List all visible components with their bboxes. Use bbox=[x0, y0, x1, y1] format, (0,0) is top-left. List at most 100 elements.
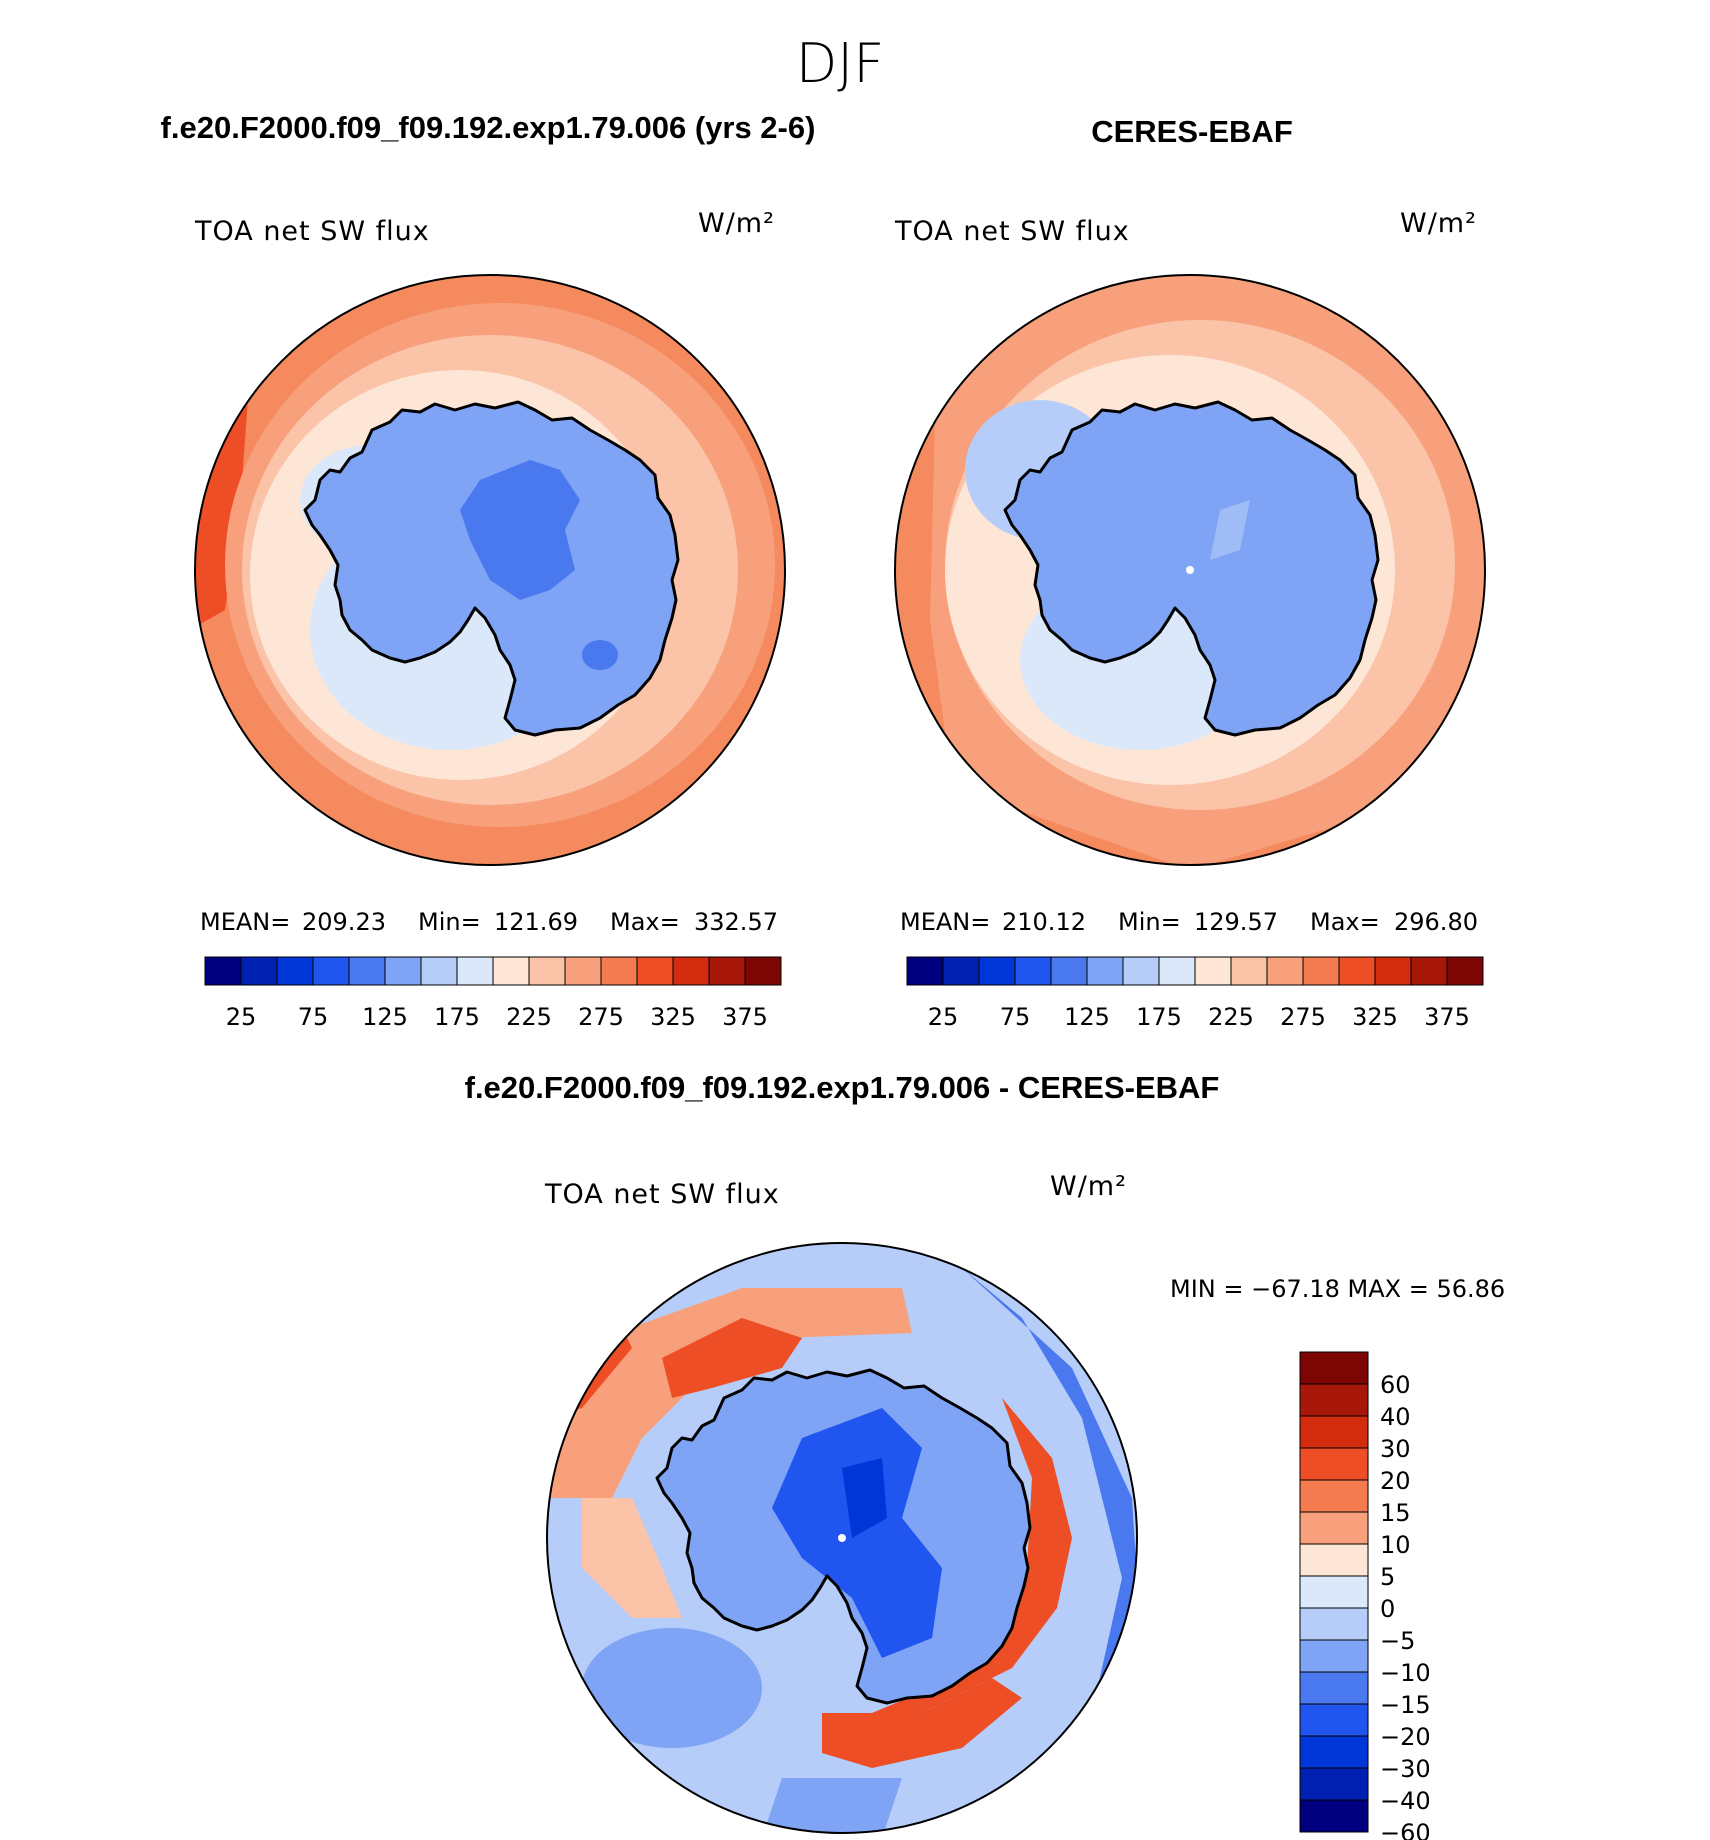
colorbar-model-swatch bbox=[276, 956, 314, 986]
panel-obs-min: 129.57 bbox=[1194, 908, 1278, 936]
colorbar-obs-swatch bbox=[1374, 956, 1412, 986]
colorbar-model-swatch bbox=[708, 956, 746, 986]
panel-obs-variable: TOA net SW flux bbox=[894, 216, 1130, 247]
colorbar-model-tick-label: 75 bbox=[298, 1003, 329, 1031]
panel-model-mean: 209.23 bbox=[302, 908, 386, 936]
colorbar-obs-swatch bbox=[1014, 956, 1052, 986]
panel-model-colorbar: 25 75 125 175 225 275 325 375 bbox=[204, 956, 782, 1031]
map-neg-east bbox=[962, 1268, 1137, 1758]
colorbar-diff-tick-label: 40 bbox=[1380, 1403, 1411, 1431]
colorbar-diff-tick-label: 5 bbox=[1380, 1563, 1395, 1591]
map-pole-dot bbox=[838, 1534, 846, 1542]
colorbar-diff-swatch bbox=[1299, 1671, 1369, 1705]
colorbar-diff-tick-label: −30 bbox=[1380, 1755, 1431, 1783]
colorbar-model-tick-label: 275 bbox=[578, 1003, 624, 1031]
colorbar-model-swatch bbox=[456, 956, 494, 986]
panel-diff-map bbox=[546, 1242, 1138, 1834]
panel-obs-min-label: Min= bbox=[1118, 908, 1181, 936]
colorbar-obs-swatch bbox=[1410, 956, 1448, 986]
panel-model-units: W/m² bbox=[698, 208, 775, 239]
colorbar-diff-swatch bbox=[1299, 1607, 1369, 1641]
panel-diff-colorbar: 60 40 30 20 15 10 5 0 −5 −10 −15 −20 −30 −40 −60 bbox=[1299, 1351, 1431, 1840]
colorbar-model-swatch bbox=[600, 956, 638, 986]
map-pos-core bbox=[662, 1318, 802, 1398]
panel-model-max-label: Max= bbox=[610, 908, 680, 936]
season-title: DJF bbox=[796, 32, 885, 95]
colorbar-obs-swatch bbox=[1194, 956, 1232, 986]
panel-obs-case-title: CERES-EBAF bbox=[1091, 114, 1293, 149]
panel-obs-colorbar: 25 75 125 175 225 275 325 375 bbox=[906, 956, 1484, 1031]
map-boundary bbox=[894, 274, 1486, 866]
colorbar-model-swatch bbox=[348, 956, 386, 986]
colorbar-diff-tick-label: −40 bbox=[1380, 1787, 1431, 1815]
panel-obs-stats: MEAN= 210.12 Min= 129.57 Max= 296.80 bbox=[900, 908, 1478, 936]
colorbar-model-tick-label: 375 bbox=[722, 1003, 768, 1031]
colorbar-diff-tick-label: −20 bbox=[1380, 1723, 1431, 1751]
colorbar-model-swatch bbox=[564, 956, 602, 986]
colorbar-obs-swatch bbox=[1302, 956, 1340, 986]
colorbar-model-tick-label: 175 bbox=[434, 1003, 480, 1031]
panel-obs: CERES-EBAF TOA net SW flux W/m² MEAN= 21… bbox=[894, 114, 1486, 1031]
panel-model-mean-label: MEAN= bbox=[200, 908, 290, 936]
map-pole-dot bbox=[1186, 566, 1194, 574]
map-pos-north bbox=[547, 1288, 912, 1498]
colorbar-model-swatch bbox=[672, 956, 710, 986]
panel-obs-map bbox=[894, 274, 1486, 866]
colorbar-model-swatch bbox=[312, 956, 350, 986]
panel-model-map bbox=[194, 274, 786, 866]
colorbar-obs-swatch bbox=[1230, 956, 1268, 986]
colorbar-model-swatch bbox=[492, 956, 530, 986]
colorbar-model-swatch bbox=[420, 956, 458, 986]
colorbar-model-swatch bbox=[384, 956, 422, 986]
map-neg-southwest bbox=[582, 1628, 762, 1748]
colorbar-diff-swatch bbox=[1299, 1511, 1369, 1545]
colorbar-diff-tick-label: 10 bbox=[1380, 1531, 1411, 1559]
colorbar-diff-tick-label: −10 bbox=[1380, 1659, 1431, 1687]
colorbar-obs-tick-label: 125 bbox=[1064, 1003, 1110, 1031]
colorbar-obs-swatch bbox=[1158, 956, 1196, 986]
colorbar-diff-swatch bbox=[1299, 1447, 1369, 1481]
colorbar-obs-swatch bbox=[978, 956, 1016, 986]
colorbar-diff-swatch bbox=[1299, 1415, 1369, 1449]
map-interior-low bbox=[460, 460, 580, 600]
colorbar-obs-tick-label: 375 bbox=[1424, 1003, 1470, 1031]
colorbar-model-tick-label: 225 bbox=[506, 1003, 552, 1031]
map-neg-southpole-edge bbox=[762, 1778, 902, 1833]
colorbar-obs-swatch bbox=[1050, 956, 1088, 986]
colorbar-obs-swatch bbox=[1446, 956, 1484, 986]
colorbar-diff-swatch bbox=[1299, 1799, 1369, 1833]
colorbar-model-swatch bbox=[240, 956, 278, 986]
map-neg-core bbox=[842, 1458, 887, 1538]
panel-model-stats: MEAN= 209.23 Min= 121.69 Max= 332.57 bbox=[200, 908, 778, 936]
map-interior-streak bbox=[1210, 500, 1250, 560]
panel-diff-case-title: f.e20.F2000.f09_f09.192.exp1.79.006 - CE… bbox=[465, 1070, 1220, 1105]
map-pos-west bbox=[582, 1498, 682, 1618]
colorbar-model-tick-label: 325 bbox=[650, 1003, 696, 1031]
colorbar-diff-tick-label: −60 bbox=[1380, 1819, 1431, 1840]
colorbar-model-swatch bbox=[528, 956, 566, 986]
colorbar-diff-swatch bbox=[1299, 1735, 1369, 1769]
panel-obs-units: W/m² bbox=[1400, 208, 1477, 239]
colorbar-model-swatch bbox=[636, 956, 674, 986]
panel-obs-max-label: Max= bbox=[1310, 908, 1380, 936]
colorbar-obs-tick-label: 325 bbox=[1352, 1003, 1398, 1031]
colorbar-obs-swatch bbox=[1266, 956, 1304, 986]
panel-model-min: 121.69 bbox=[494, 908, 578, 936]
colorbar-diff-swatch bbox=[1299, 1639, 1369, 1673]
colorbar-diff-tick-label: −5 bbox=[1380, 1627, 1415, 1655]
map-boundary bbox=[546, 1242, 1138, 1834]
colorbar-diff-swatch bbox=[1299, 1767, 1369, 1801]
panel-obs-mean: 210.12 bbox=[1002, 908, 1086, 936]
panel-diff-minmax: MIN = −67.18 MAX = 56.86 bbox=[1170, 1275, 1505, 1303]
colorbar-diff-swatch bbox=[1299, 1383, 1369, 1417]
colorbar-diff-tick-label: 30 bbox=[1380, 1435, 1411, 1463]
colorbar-obs-tick-label: 175 bbox=[1136, 1003, 1182, 1031]
map-pos-south bbox=[822, 1678, 1022, 1768]
colorbar-diff-swatch bbox=[1299, 1543, 1369, 1577]
colorbar-obs-tick-label: 75 bbox=[1000, 1003, 1031, 1031]
panel-model-max: 332.57 bbox=[694, 908, 778, 936]
colorbar-diff-tick-label: 60 bbox=[1380, 1371, 1411, 1399]
map-pos-eastcoast bbox=[872, 1398, 1072, 1713]
colorbar-diff-tick-label: −15 bbox=[1380, 1691, 1431, 1719]
